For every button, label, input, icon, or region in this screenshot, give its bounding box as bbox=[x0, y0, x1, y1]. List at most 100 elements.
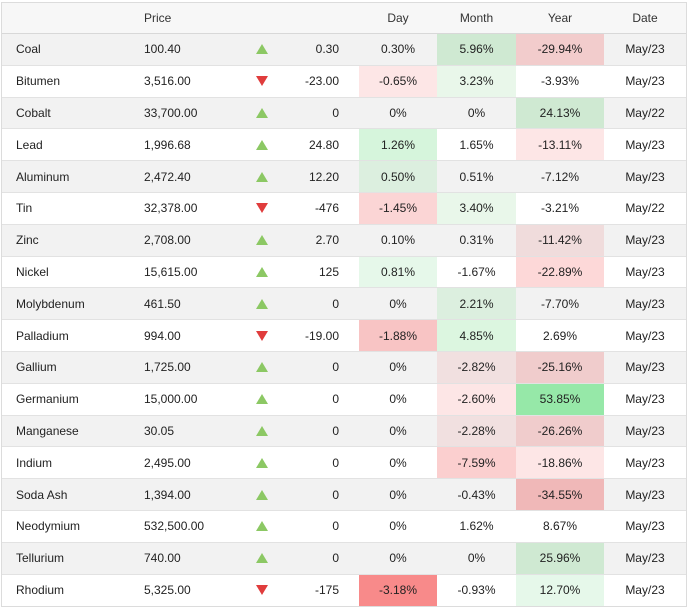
arrow-up-icon bbox=[256, 362, 268, 373]
arrow-down-icon bbox=[256, 330, 268, 341]
table-row[interactable]: Molybdenum 461.50 0 0% 2.21% -7.70% May/23 bbox=[2, 288, 686, 321]
table-row[interactable]: Aluminum 2,472.40 12.20 0.50% 0.51% -7.12% May… bbox=[2, 161, 686, 193]
year-percent: 53.85% bbox=[516, 383, 604, 415]
table-row[interactable]: Neodymium 532,500.00 0 0% 1.62% 8.67% May/23 bbox=[2, 511, 686, 543]
year-percent: -29.94% bbox=[516, 34, 604, 65]
year-percent: 2.69% bbox=[542, 328, 578, 343]
header-change[interactable] bbox=[282, 3, 359, 33]
date-value: May/23 bbox=[625, 328, 665, 343]
commodity-name: Tellurium bbox=[16, 551, 65, 566]
arrow-down-icon bbox=[256, 585, 268, 596]
table-row[interactable]: Soda Ash 1,394.00 0 0% -0.43% -34.55% May/23 bbox=[2, 479, 686, 511]
table-row[interactable]: Bitumen 3,516.00 -23.00 -0.65% 3.23% -3.93% Ma… bbox=[2, 65, 686, 98]
month-percent: 5.96% bbox=[437, 34, 516, 65]
table-row[interactable]: Palladium 994.00 -19.00 -1.88% 4.85% 2.69% May… bbox=[2, 320, 686, 352]
table-row[interactable]: Indium 2,495.00 0 0% -7.59% -18.86% May/23 bbox=[2, 447, 686, 480]
table-row[interactable]: Zinc 2,708.00 2.70 0.10% 0.31% -11.42% May/23 bbox=[2, 224, 686, 257]
day-percent: 0.30% bbox=[380, 42, 416, 57]
year-percent: -22.89% bbox=[516, 256, 604, 288]
date-value: May/23 bbox=[625, 42, 665, 57]
commodity-name: Cobalt bbox=[16, 105, 51, 120]
year-percent: -13.11% bbox=[516, 129, 604, 161]
commodity-name: Germanium bbox=[16, 392, 79, 407]
month-percent: -2.60% bbox=[437, 383, 516, 415]
change-value: 0 bbox=[332, 392, 339, 407]
direction-cell bbox=[242, 575, 282, 607]
table-row[interactable]: Lead 1,996.68 24.80 1.26% 1.65% -13.11% May/23 bbox=[2, 129, 686, 162]
date-value: May/23 bbox=[625, 233, 665, 248]
header-year[interactable]: Year bbox=[547, 11, 573, 25]
commodity-name: Manganese bbox=[16, 423, 79, 438]
arrow-up-icon bbox=[256, 553, 268, 564]
day-percent: 0% bbox=[389, 455, 407, 470]
price-value: 15,615.00 bbox=[144, 264, 198, 279]
change-value: 0 bbox=[332, 296, 339, 311]
day-percent: -0.65% bbox=[359, 65, 437, 97]
month-percent: 1.65% bbox=[459, 137, 494, 152]
day-percent: 0.10% bbox=[380, 233, 416, 248]
direction-cell bbox=[242, 543, 282, 574]
month-percent: 0.51% bbox=[459, 169, 494, 184]
year-percent: 24.13% bbox=[516, 97, 604, 129]
table-row[interactable]: Coal 100.40 0.30 0.30% 5.96% -29.94% May/23 bbox=[2, 34, 686, 66]
header-date[interactable]: Date bbox=[632, 11, 658, 25]
year-percent: -7.70% bbox=[540, 296, 580, 311]
date-value: May/23 bbox=[625, 264, 665, 279]
table-row[interactable]: Tellurium 740.00 0 0% 0% 25.96% May/23 bbox=[2, 542, 686, 575]
table-row[interactable]: Gallium 1,725.00 0 0% -2.82% -25.16% May/23 bbox=[2, 351, 686, 384]
change-value: 24.80 bbox=[308, 137, 339, 152]
direction-cell bbox=[242, 161, 282, 192]
commodity-name: Molybdenum bbox=[16, 296, 85, 311]
year-percent: 8.67% bbox=[542, 519, 578, 534]
month-percent: 0.31% bbox=[459, 233, 494, 248]
commodity-name: Soda Ash bbox=[16, 487, 68, 502]
date-value: May/23 bbox=[625, 392, 665, 407]
day-percent: 0.50% bbox=[359, 161, 437, 192]
date-value: May/23 bbox=[625, 360, 665, 375]
date-value: May/23 bbox=[625, 74, 665, 89]
year-percent: -11.42% bbox=[516, 224, 604, 256]
direction-cell bbox=[242, 225, 282, 256]
header-month[interactable]: Month bbox=[459, 11, 494, 25]
header-price[interactable]: Price bbox=[144, 11, 172, 25]
table-row[interactable]: Rhodium 5,325.00 -175 -3.18% -0.93% 12.70% May… bbox=[2, 574, 686, 607]
direction-cell bbox=[242, 384, 282, 415]
arrow-up-icon bbox=[256, 457, 268, 468]
table-row[interactable]: Nickel 15,615.00 125 0.81% -1.67% -22.89% May/… bbox=[2, 256, 686, 289]
commodity-name: Coal bbox=[16, 42, 41, 57]
direction-cell bbox=[242, 129, 282, 160]
month-percent: -7.59% bbox=[437, 447, 516, 479]
commodity-name: Neodymium bbox=[16, 519, 81, 534]
arrow-down-icon bbox=[256, 76, 268, 87]
price-value: 3,516.00 bbox=[144, 74, 191, 89]
table-row[interactable]: Manganese 30.05 0 0% -2.28% -26.26% May/23 bbox=[2, 415, 686, 448]
direction-cell bbox=[242, 416, 282, 447]
direction-cell bbox=[242, 288, 282, 319]
commodity-name: Lead bbox=[16, 137, 43, 152]
day-percent: 0% bbox=[389, 392, 407, 407]
change-value: 12.20 bbox=[308, 169, 339, 184]
direction-cell bbox=[242, 34, 282, 65]
arrow-up-icon bbox=[256, 107, 268, 118]
year-percent: -34.55% bbox=[516, 479, 604, 510]
date-value: May/23 bbox=[625, 487, 665, 502]
table-row[interactable]: Germanium 15,000.00 0 0% -2.60% 53.85% May/23 bbox=[2, 383, 686, 416]
commodity-name: Zinc bbox=[16, 233, 39, 248]
arrow-up-icon bbox=[256, 425, 268, 436]
date-value: May/23 bbox=[625, 519, 665, 534]
commodity-name: Rhodium bbox=[16, 583, 65, 598]
header-day[interactable]: Day bbox=[387, 11, 409, 25]
arrow-up-icon bbox=[256, 139, 268, 150]
date-value: May/22 bbox=[625, 105, 665, 120]
price-value: 994.00 bbox=[144, 328, 181, 343]
direction-cell bbox=[242, 98, 282, 129]
year-percent: -26.26% bbox=[516, 415, 604, 447]
table-row[interactable]: Cobalt 33,700.00 0 0% 0% 24.13% May/22 bbox=[2, 97, 686, 130]
table-row[interactable]: Tin 32,378.00 -476 -1.45% 3.40% -3.21% May/22 bbox=[2, 192, 686, 225]
change-value: 0 bbox=[332, 487, 339, 502]
year-percent: -18.86% bbox=[516, 447, 604, 479]
day-percent: 0% bbox=[389, 296, 407, 311]
arrow-up-icon bbox=[256, 521, 268, 532]
header-name[interactable] bbox=[2, 3, 130, 33]
change-value: -23.00 bbox=[304, 74, 339, 89]
